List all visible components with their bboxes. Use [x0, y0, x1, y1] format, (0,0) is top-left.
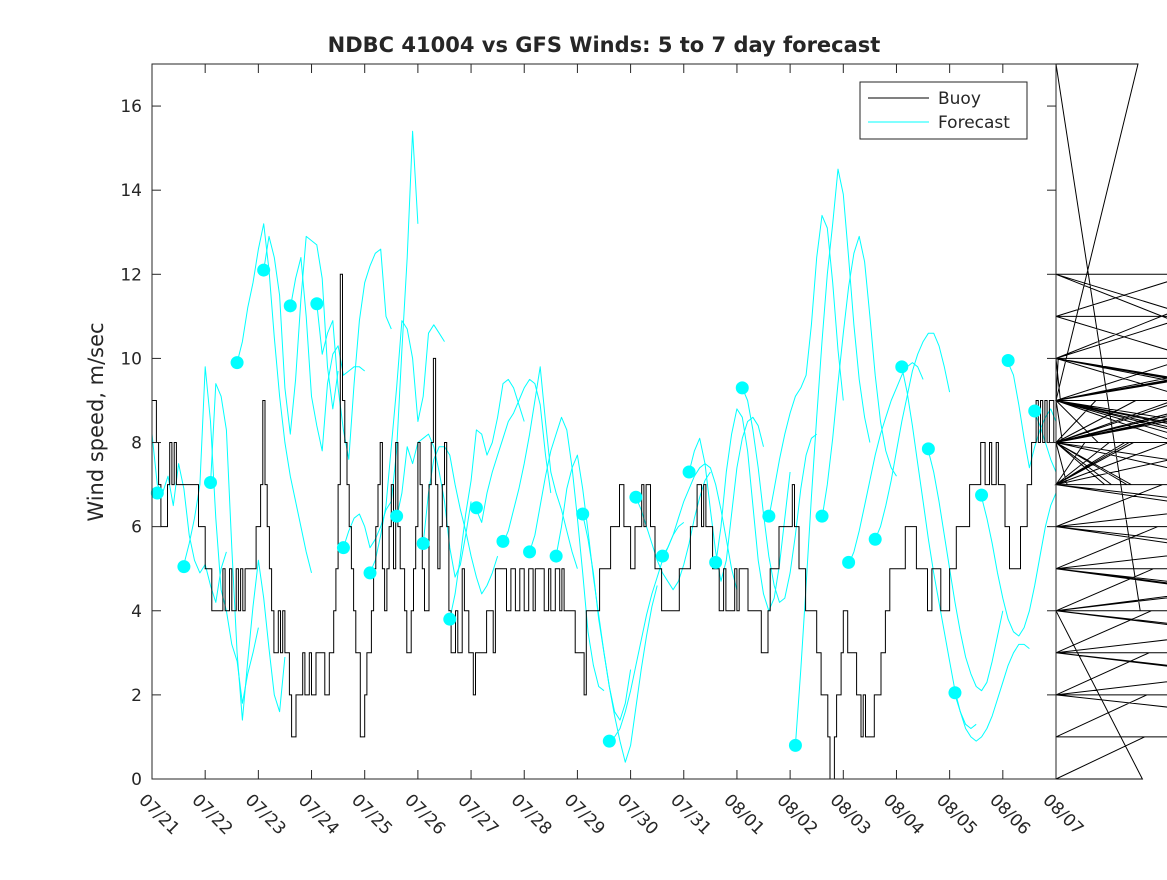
forecast-line — [981, 492, 1057, 637]
forecast-marker — [1028, 404, 1042, 418]
y-tick-label: 8 — [131, 434, 142, 454]
forecast-marker — [177, 560, 191, 574]
forecast-marker — [655, 549, 669, 563]
forecast-line — [901, 366, 977, 729]
forecast-marker — [868, 532, 882, 546]
forecast-marker — [576, 507, 590, 521]
y-tick-label: 4 — [131, 602, 142, 622]
forecast-marker — [735, 381, 749, 395]
forecast-line — [236, 223, 312, 574]
forecast-marker — [257, 263, 271, 277]
forecast-marker — [150, 486, 164, 500]
y-tick-label: 10 — [120, 349, 142, 369]
y-axis: 0 2 4 6 8 10 12 14 16 — [120, 97, 1056, 790]
forecast-line — [794, 168, 871, 746]
y-tick-label: 16 — [120, 97, 142, 117]
y-tick-label: 12 — [120, 265, 142, 285]
forecast-marker — [283, 299, 297, 313]
forecast-marker — [709, 555, 723, 569]
forecast-line — [741, 387, 818, 603]
legend: Buoy Forecast — [859, 81, 1028, 140]
forecast-line — [848, 362, 924, 565]
forecast-marker — [975, 488, 989, 502]
y-tick-label: 6 — [131, 518, 142, 538]
forecast-marker — [416, 536, 430, 550]
forecast-marker — [336, 541, 350, 555]
forecast-marker — [363, 566, 377, 580]
forecast-line — [821, 235, 897, 519]
forecast-line — [316, 248, 392, 460]
forecast-line — [502, 366, 578, 569]
forecast-marker — [549, 549, 563, 563]
forecast-marker — [1001, 354, 1015, 368]
forecast-line — [874, 332, 951, 540]
forecast-line — [927, 450, 1004, 692]
forecast-marker — [842, 555, 856, 569]
y-tick-label: 2 — [131, 686, 142, 706]
forecast-markers — [150, 263, 1042, 752]
forecast-marker — [682, 465, 696, 479]
forecast-marker — [230, 356, 244, 370]
axes-background — [152, 64, 1056, 779]
forecast-line — [635, 471, 711, 591]
chart-title: NDBC 41004 vs GFS Winds: 5 to 7 day fore… — [328, 33, 881, 57]
forecast-marker — [629, 490, 643, 504]
forecast-line — [529, 416, 605, 692]
forecast-marker — [895, 360, 909, 374]
forecast-marker — [443, 612, 457, 626]
y-axis-label: Wind speed, m/sec — [84, 322, 108, 521]
forecast-line — [662, 463, 738, 590]
forecast-line — [263, 235, 339, 435]
forecast-marker — [310, 297, 324, 311]
forecast-line — [210, 383, 286, 721]
forecast-marker — [921, 442, 935, 456]
forecast-marker — [523, 545, 537, 559]
forecast-line — [151, 434, 227, 603]
y-tick-label: 0 — [131, 770, 142, 790]
forecast-line — [289, 257, 366, 452]
forecast-line — [768, 214, 844, 519]
legend-label-forecast: Forecast — [938, 113, 1010, 133]
legend-label-buoy: Buoy — [938, 89, 981, 109]
forecast-marker — [602, 734, 616, 748]
forecast-marker — [948, 686, 962, 700]
forecast-marker — [390, 509, 404, 523]
forecast-marker — [815, 509, 829, 523]
forecast-line — [342, 130, 419, 549]
forecast-line — [954, 643, 1030, 742]
forecast-marker — [788, 738, 802, 752]
forecast-marker — [762, 509, 776, 523]
plot-area — [150, 63, 1167, 780]
legend-box — [859, 81, 1028, 140]
forecast-marker — [496, 534, 510, 548]
axes-frame — [151, 63, 1057, 780]
y-tick-label: 14 — [120, 181, 142, 201]
forecast-line — [582, 513, 658, 763]
forecast-line — [475, 378, 552, 523]
forecast-marker — [469, 501, 483, 515]
forecast-marker — [203, 475, 217, 489]
forecast-line — [715, 408, 791, 612]
forecast-line — [449, 378, 525, 620]
